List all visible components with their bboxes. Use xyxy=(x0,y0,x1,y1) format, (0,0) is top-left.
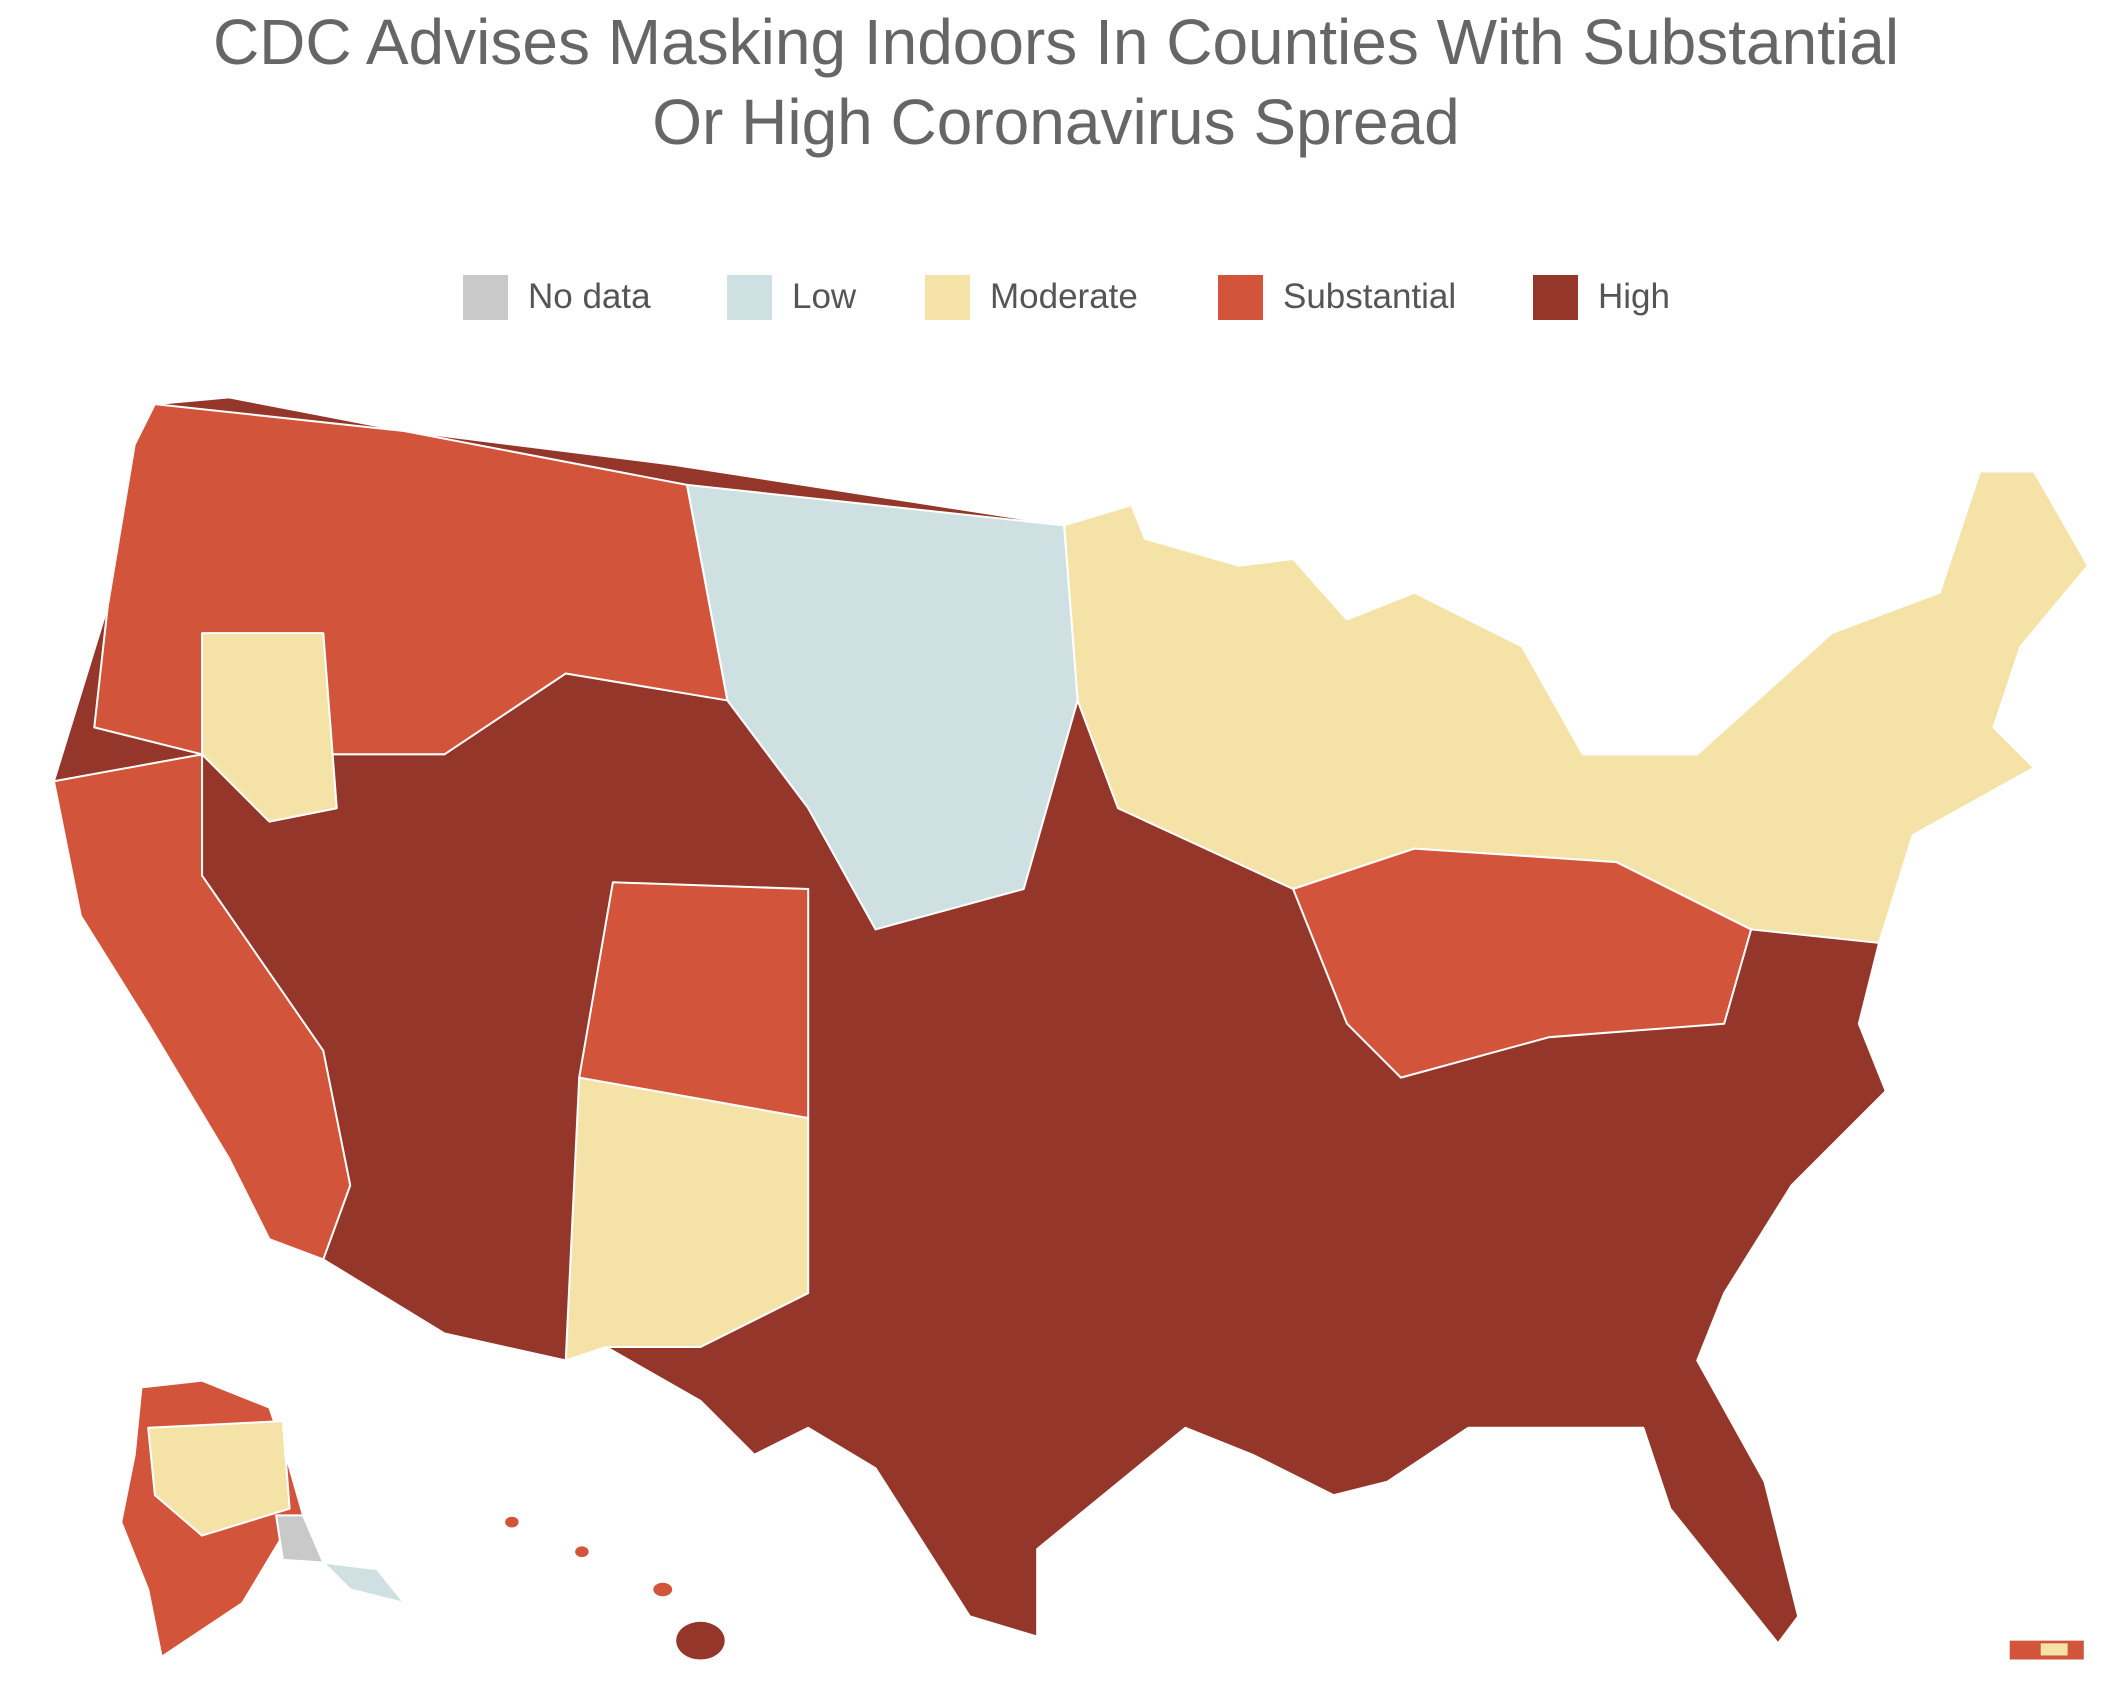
region xyxy=(147,1420,291,1537)
title: CDC Advises Masking Indoors In Counties … xyxy=(0,0,2112,162)
legend-swatch xyxy=(727,274,772,320)
region xyxy=(201,632,338,823)
legend-label: Moderate xyxy=(990,277,1138,316)
legend-item: High xyxy=(1533,273,1670,321)
region xyxy=(2040,1643,2068,1656)
legend-label: Substantial xyxy=(1283,277,1457,316)
legend-item: Substantial xyxy=(1218,273,1456,321)
region xyxy=(322,1561,406,1604)
legend-swatch xyxy=(1218,274,1263,320)
region xyxy=(275,1514,325,1564)
title-line: Or High Coronavirus Spread xyxy=(652,86,1460,158)
region xyxy=(1292,847,1753,1079)
legend: No data Low Moderate Substantial High xyxy=(0,273,2112,321)
legend-label: No data xyxy=(528,277,651,316)
region xyxy=(505,1516,519,1528)
legend-swatch xyxy=(1533,274,1578,320)
region xyxy=(575,1546,589,1558)
region xyxy=(676,1621,725,1660)
legend-label: Low xyxy=(792,277,857,316)
legend-swatch xyxy=(925,274,970,320)
region xyxy=(653,1582,673,1597)
legend-swatch xyxy=(463,274,508,320)
legend-label: High xyxy=(1598,277,1670,316)
legend-item: Moderate xyxy=(925,273,1138,321)
title-line: CDC Advises Masking Indoors In Counties … xyxy=(212,6,1900,78)
region xyxy=(578,881,810,1120)
region xyxy=(52,753,352,1261)
legend-item: Low xyxy=(727,273,856,321)
legend-item: No data xyxy=(463,273,651,321)
region xyxy=(685,483,1079,931)
